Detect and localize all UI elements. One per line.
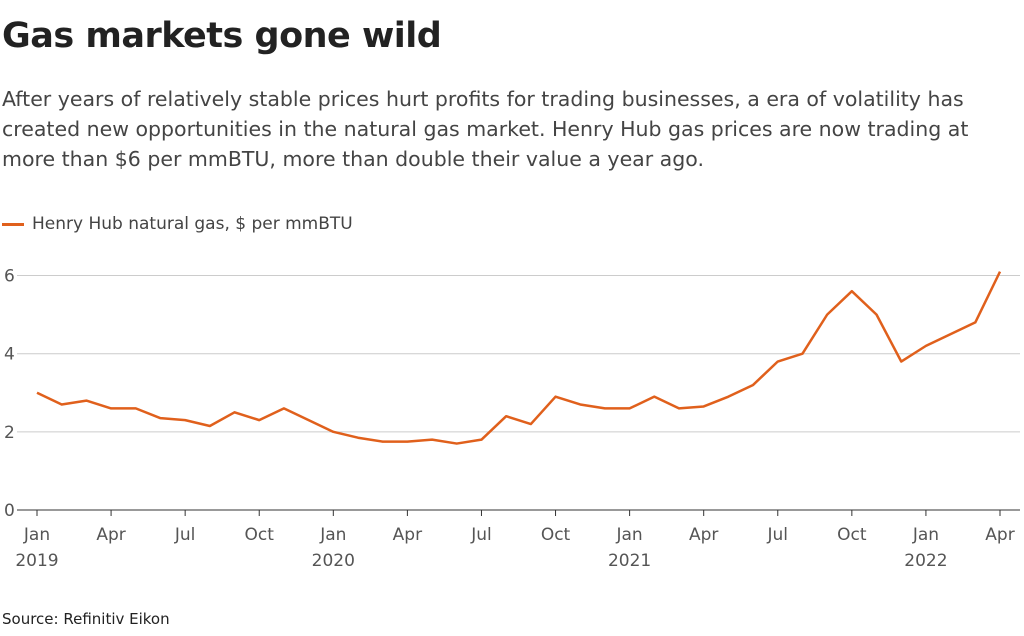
source: Source: Refinitiv Eikon [2, 610, 170, 628]
x-tick-label: Oct [541, 525, 571, 545]
x-tick-label: Oct [245, 525, 275, 545]
x-tick-label: Jan [616, 525, 643, 545]
x-tick-label: Jan [23, 525, 50, 545]
x-tick-label: Jan [319, 525, 346, 545]
x-tick-year: 2022 [904, 551, 947, 571]
x-tick-year: 2020 [312, 551, 355, 571]
x-tick-label: Apr [393, 525, 422, 545]
x-tick-label: Oct [837, 525, 867, 545]
x-tick-label: Apr [985, 525, 1014, 545]
y-tick-label: 6 [4, 267, 15, 287]
y-tick-label: 2 [4, 423, 15, 443]
x-tick-label: Jul [767, 525, 789, 545]
x-tick-label: Jul [174, 525, 196, 545]
x-tick-label: Apr [689, 525, 718, 545]
data-line [36, 271, 1002, 445]
legend: Henry Hub natural gas, $ per mmBTU [2, 214, 353, 234]
chart-subtitle: After years of relatively stable prices … [2, 87, 969, 171]
y-tick-label: 0 [4, 501, 15, 521]
x-tick-label: Apr [96, 525, 125, 545]
x-tick-year: 2021 [608, 551, 651, 571]
x-tick-label: Jan [912, 525, 939, 545]
x-tick-year: 2019 [15, 551, 58, 571]
chart-title: Gas markets gone wild [2, 16, 442, 56]
legend-swatch [2, 222, 24, 226]
legend-label: Henry Hub natural gas, $ per mmBTU [32, 214, 353, 234]
y-tick-label: 4 [4, 345, 15, 365]
x-tick-label: Jul [470, 525, 492, 545]
